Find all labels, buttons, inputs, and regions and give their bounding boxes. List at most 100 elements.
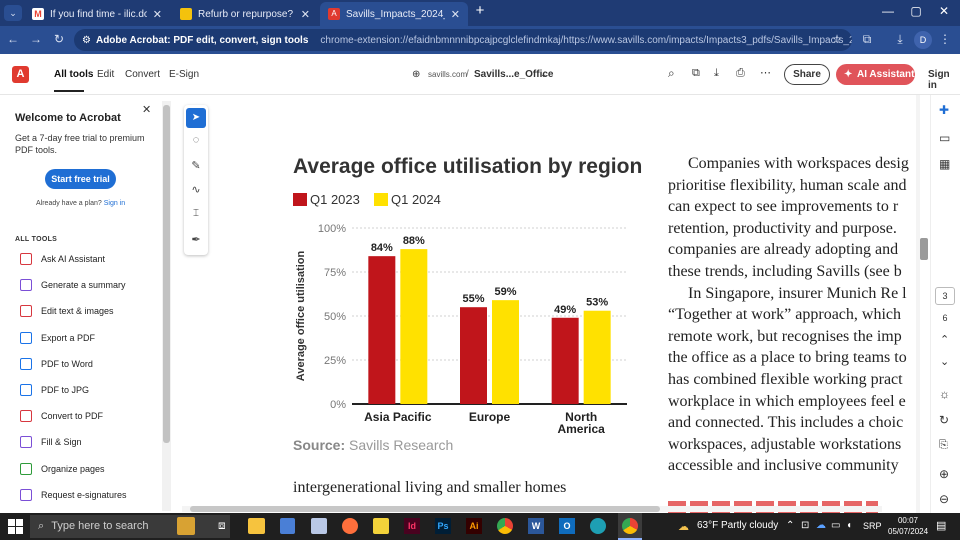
file-explorer-icon[interactable] — [248, 518, 265, 534]
calculator-icon[interactable] — [280, 518, 295, 534]
panel-sign-in-link[interactable]: Sign in — [103, 200, 126, 207]
volume-icon[interactable]: ◖ — [846, 520, 853, 531]
zoom-in-icon[interactable]: ⊕ — [939, 467, 950, 481]
word-icon[interactable]: W — [528, 518, 544, 534]
tool-item[interactable]: Convert to PDF — [20, 410, 103, 423]
store-app-icon[interactable] — [177, 517, 195, 535]
download-icon[interactable]: ⤓ — [714, 67, 719, 79]
task-view-icon[interactable]: ⧈ — [218, 518, 226, 532]
close-window-icon[interactable]: ✕ — [938, 4, 950, 18]
browser-tab-pdf[interactable]: A Savills_Impacts_2024_The_Futu ✕ — [320, 2, 468, 26]
draw-tool-icon[interactable]: ∿ — [191, 184, 201, 196]
photoshop-icon[interactable]: Ps — [435, 518, 451, 534]
tool-item[interactable]: Generate a summary — [20, 279, 126, 292]
network-icon[interactable]: ▭ — [831, 520, 841, 531]
indesign-icon[interactable]: Id — [404, 518, 420, 534]
onedrive-icon[interactable]: ☁ — [816, 520, 826, 531]
tab-search-button[interactable]: ⌄ — [4, 5, 22, 21]
notepad-icon[interactable] — [311, 518, 327, 534]
menu-convert[interactable]: Convert — [125, 69, 161, 80]
page-up-icon[interactable]: ⌃ — [940, 334, 950, 346]
refresh-icon[interactable]: ↻ — [939, 413, 950, 427]
edge-icon[interactable] — [590, 518, 606, 534]
tool-item[interactable]: Export a PDF — [20, 331, 95, 344]
search-icon[interactable]: ⌕ — [668, 66, 675, 80]
print-icon[interactable]: ⎙ — [736, 67, 745, 79]
doc-horizontal-scrollbar[interactable] — [182, 506, 882, 512]
ai-panel-icon[interactable]: ✚ — [939, 103, 950, 117]
menu-dots-icon[interactable]: ⋮ — [939, 32, 951, 46]
panel-scrollbar[interactable] — [162, 101, 171, 511]
language-indicator[interactable]: SRP — [863, 521, 882, 531]
minimize-icon[interactable]: — — [882, 4, 894, 18]
menu-all-tools[interactable]: All tools — [54, 69, 94, 80]
tool-item[interactable]: PDF to Word — [20, 357, 93, 370]
doc-domain: savills.com — [428, 70, 468, 79]
taskbar-search-box[interactable]: ⌕ Type here to search — [30, 515, 230, 538]
browser-tab-refurb[interactable]: Refurb or repurpose? Why the l ✕ — [172, 2, 318, 26]
comments-icon[interactable]: ▭ — [939, 131, 951, 145]
tray-chevron-icon[interactable]: ⌃ — [786, 520, 795, 531]
page-view-icon[interactable]: ⧉ — [692, 67, 700, 79]
tool-item[interactable]: PDF to JPG — [20, 384, 89, 396]
current-page-number[interactable]: 3 — [935, 287, 955, 305]
download-icon[interactable]: ⤓ — [897, 32, 903, 46]
close-tab-icon[interactable]: ✕ — [450, 8, 460, 21]
menu-edit[interactable]: Edit — [97, 69, 115, 80]
page-down-icon[interactable]: ⌄ — [940, 356, 950, 368]
tool-item[interactable]: Fill & Sign — [20, 436, 82, 449]
tray-app-icon[interactable]: ⊡ — [801, 520, 810, 531]
thumbnails-icon[interactable]: ▦ — [939, 157, 951, 171]
close-panel-icon[interactable]: ✕ — [142, 104, 152, 116]
text-tool-icon[interactable]: ⌶ — [193, 208, 199, 219]
tool-item[interactable]: Organize pages — [20, 462, 105, 475]
outlook-icon[interactable]: O — [559, 518, 575, 534]
forward-icon[interactable]: → — [30, 32, 42, 46]
sign-in-link[interactable]: Sign in — [928, 69, 950, 91]
omnibox[interactable]: ⚙ Adobe Acrobat: PDF edit, convert, sign… — [74, 29, 852, 51]
chrome-icon[interactable] — [497, 518, 513, 534]
doc-scrollbar[interactable] — [916, 95, 920, 513]
panel-scroll-thumb[interactable] — [163, 105, 170, 443]
clock[interactable]: 00:07 05/07/2024 — [888, 515, 928, 537]
zoom-out-icon[interactable]: ⊖ — [939, 492, 950, 506]
start-free-trial-button[interactable]: Start free trial — [45, 169, 116, 189]
more-options-icon[interactable]: ⋯ — [760, 67, 771, 79]
menu-esign[interactable]: E-Sign — [169, 69, 200, 80]
highlight-tool-icon[interactable]: ✎ — [191, 160, 201, 172]
windows-start-icon[interactable] — [8, 519, 23, 534]
chrome-active-app[interactable] — [618, 513, 642, 540]
doc-scroll-thumb[interactable] — [920, 238, 928, 260]
document-name[interactable]: Savills...e_Office — [474, 69, 554, 80]
maximize-icon[interactable]: ▢ — [910, 4, 922, 18]
share-button[interactable]: Share — [784, 64, 830, 85]
close-tab-icon[interactable]: ✕ — [152, 8, 162, 21]
firefox-icon[interactable] — [342, 518, 358, 534]
chevron-down-icon[interactable]: ⌄ — [540, 69, 548, 79]
tool-item[interactable]: Ask AI Assistant — [20, 253, 105, 265]
brightness-icon[interactable]: ☼ — [939, 387, 950, 401]
close-tab-icon[interactable]: ✕ — [300, 8, 310, 21]
illustrator-icon[interactable]: Ai — [466, 518, 482, 534]
tool-item[interactable]: Request e-signatures — [20, 488, 127, 501]
sign-tool-icon[interactable]: ✒ — [191, 234, 201, 246]
url-text: chrome-extension://efaidnbmnnnibpcajpcgl… — [320, 34, 852, 46]
doc-horizontal-thumb[interactable] — [190, 506, 660, 512]
comment-tool-icon[interactable]: ◌ — [192, 134, 200, 146]
profile-avatar[interactable]: D — [914, 31, 932, 49]
pdf-viewport[interactable]: ➤ ◌ ✎ ∿ ⌶ ✒ Average office utilisation b… — [172, 95, 920, 513]
back-icon[interactable]: ← — [7, 32, 19, 46]
extensions-icon[interactable]: ⧉ — [862, 32, 872, 46]
ai-assistant-button[interactable]: ✦ AI Assistant — [836, 64, 915, 85]
sticky-notes-icon[interactable] — [373, 518, 389, 534]
notifications-icon[interactable]: ▤ — [936, 520, 947, 532]
new-tab-button[interactable]: + — [475, 2, 485, 19]
tool-item[interactable]: Edit text & images — [20, 305, 114, 318]
bar-data-label: 53% — [586, 297, 608, 309]
reload-icon[interactable]: ↻ — [53, 32, 65, 46]
save-page-icon[interactable]: ⎘ — [939, 439, 948, 451]
select-tool-icon[interactable]: ➤ — [186, 108, 206, 128]
bookmark-star-icon[interactable]: ☆ — [831, 32, 843, 46]
weather-text[interactable]: 63°F Partly cloudy — [697, 520, 779, 531]
browser-tab-gmail[interactable]: M If you find time - ilic.dolores@g ✕ — [24, 2, 170, 26]
